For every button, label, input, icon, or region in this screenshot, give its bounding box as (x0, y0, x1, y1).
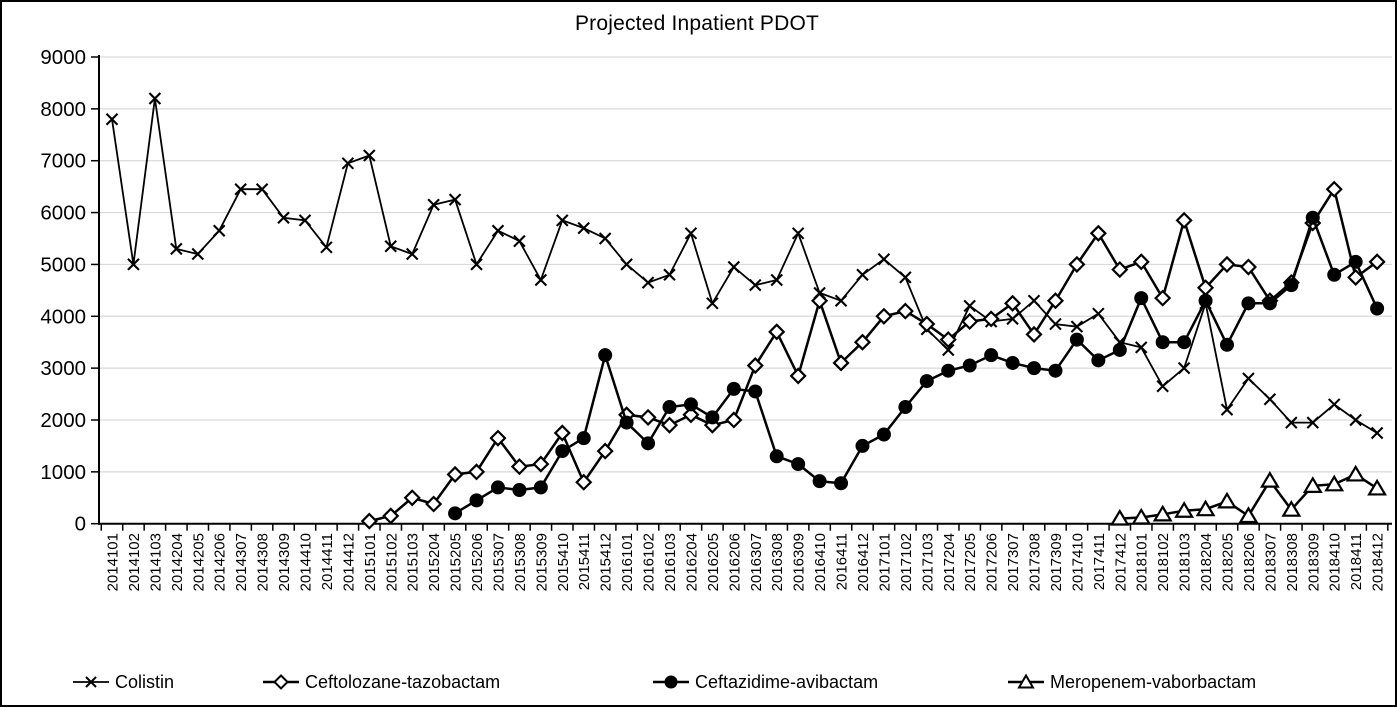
x-tick-label: 2016307 (748, 533, 765, 591)
x-tick-label: 2014205 (190, 533, 207, 591)
y-tick-label: 8000 (40, 98, 86, 121)
x-tick-label: 2014412 (340, 533, 357, 591)
y-tick-label: 9000 (40, 46, 86, 69)
y-tick-label: 3000 (40, 357, 86, 380)
x-tick-label: 2018411 (1348, 533, 1365, 590)
x-axis-labels: 2014101 2014102 2014103 2014204 2014205 20142… (105, 533, 1387, 591)
x-tick-label: 2014204 (169, 533, 186, 591)
legend-item-ceftolozane-tazobactam: Ceftolozane-tazobactam (262, 662, 500, 702)
series-meropenem-vaborbactam (1109, 464, 1388, 526)
x-tick-label: 2017309 (1048, 533, 1065, 591)
x-tick-label: 2015205 (448, 533, 465, 591)
series-colistin (105, 92, 1384, 440)
x-tick-label: 2016309 (791, 533, 808, 591)
x-tick-label: 2015411 (576, 533, 593, 590)
x-tick-label: 2017204 (941, 533, 958, 591)
x-tick-label: 2018204 (1198, 533, 1215, 591)
x-tick-label: 2015410 (555, 533, 572, 591)
x-tick-label: 2018205 (1220, 533, 1237, 591)
y-tick-label: 5000 (40, 253, 86, 276)
x-tick-label: 2017205 (962, 533, 979, 591)
axes (91, 55, 1392, 531)
y-tick-label: 0 (75, 513, 86, 536)
plot-area: 0 1000 2000 3000 4000 5000 6000 7000 8000 9000 201… (40, 46, 1392, 591)
x-tick-label: 2018103 (1177, 533, 1194, 591)
x-tick-label: 2016103 (662, 533, 679, 591)
legend-label: Meropenem-vaborbactam (1050, 671, 1257, 692)
x-tick-label: 2017411 (1091, 533, 1108, 590)
x-tick-label: 2018308 (1284, 533, 1301, 591)
x-tick-label: 2017206 (984, 533, 1001, 591)
x-tick-label: 2014101 (105, 533, 122, 591)
y-tick-label: 1000 (40, 461, 86, 484)
series-ceftazidime-avibactam (448, 210, 1385, 521)
x-cross-icon (73, 676, 109, 688)
x-tick-label: 2015204 (426, 533, 443, 591)
series-ceftolozane-tazobactam (360, 180, 1386, 530)
y-axis-labels: 0 1000 2000 3000 4000 5000 6000 7000 8000 9000 (40, 46, 86, 536)
x-tick-label: 2015101 (362, 533, 379, 591)
y-tick-label: 2000 (40, 409, 86, 432)
x-tick-label: 2015309 (533, 533, 550, 591)
triangle-open-icon (1008, 673, 1044, 689)
x-tick-label: 2017410 (1069, 533, 1086, 591)
x-tick-label: 2017103 (919, 533, 936, 591)
x-tick-label: 2014309 (276, 533, 293, 591)
x-tick-label: 2017308 (1027, 533, 1044, 591)
x-tick-label: 2014410 (297, 533, 314, 591)
x-tick-label: 2015103 (405, 533, 422, 591)
x-tick-label: 2016206 (726, 533, 743, 591)
x-tick-label: 2015308 (512, 533, 529, 591)
legend-item-ceftazidime-avibactam: Ceftazidime-avibactam (652, 662, 878, 702)
x-tick-label: 2016102 (641, 533, 658, 591)
y-tick-label: 6000 (40, 202, 86, 225)
legend-item-colistin: Colistin (72, 662, 174, 702)
x-tick-label: 2014102 (126, 533, 143, 591)
x-tick-label: 2014308 (255, 533, 272, 591)
x-tick-label: 2016308 (769, 533, 786, 591)
diamond-open-icon (263, 674, 299, 690)
circle-filled-icon (653, 675, 689, 689)
legend-label: Ceftolozane-tazobactam (305, 671, 501, 692)
x-tick-label: 2015307 (490, 533, 507, 591)
x-tick-label: 2016410 (812, 533, 829, 591)
x-tick-label: 2016205 (705, 533, 722, 591)
legend: Colistin Ceftolozane-tazobactam Ceftazidim… (2, 662, 1395, 702)
x-tick-label: 2014206 (212, 533, 229, 591)
x-tick-label: 2018309 (1305, 533, 1322, 591)
x-tick-label: 2017307 (1005, 533, 1022, 591)
x-tick-label: 2014103 (147, 533, 164, 591)
series-colistin-line (111, 98, 1378, 434)
x-tick-label: 2016412 (855, 533, 872, 591)
x-tick-label: 2016411 (834, 533, 851, 590)
y-tick-label: 7000 (40, 150, 86, 173)
x-tick-label: 2015412 (598, 533, 615, 591)
chart-title: Projected Inpatient PDOT (574, 12, 820, 35)
gridlines (99, 56, 1392, 473)
x-tick-label: 2015102 (383, 533, 400, 591)
series-ceftazidime-avibactam-line (454, 213, 1379, 515)
legend-item-meropenem-vaborbactam: Meropenem-vaborbactam (1007, 662, 1256, 702)
x-tick-label: 2016204 (683, 533, 700, 591)
x-tick-label: 2018101 (1134, 533, 1151, 591)
x-tick-label: 2014307 (233, 533, 250, 591)
x-tick-label: 2018307 (1262, 533, 1279, 591)
x-tick-label: 2014411 (319, 533, 336, 590)
x-tick-label: 2015206 (469, 533, 486, 591)
x-tick-label: 2018410 (1327, 533, 1344, 591)
y-tick-label: 4000 (40, 305, 86, 328)
x-tick-label: 2017101 (876, 533, 893, 591)
legend-label: Ceftazidime-avibactam (695, 671, 879, 692)
x-tick-label: 2017412 (1112, 533, 1129, 591)
x-tick-label: 2016101 (619, 533, 636, 591)
x-tick-label: 2018102 (1155, 533, 1172, 591)
x-tick-label: 2017102 (898, 533, 915, 591)
legend-label: Colistin (115, 671, 175, 692)
x-tick-label: 2018412 (1370, 533, 1387, 591)
x-tick-label: 2018206 (1241, 533, 1258, 591)
